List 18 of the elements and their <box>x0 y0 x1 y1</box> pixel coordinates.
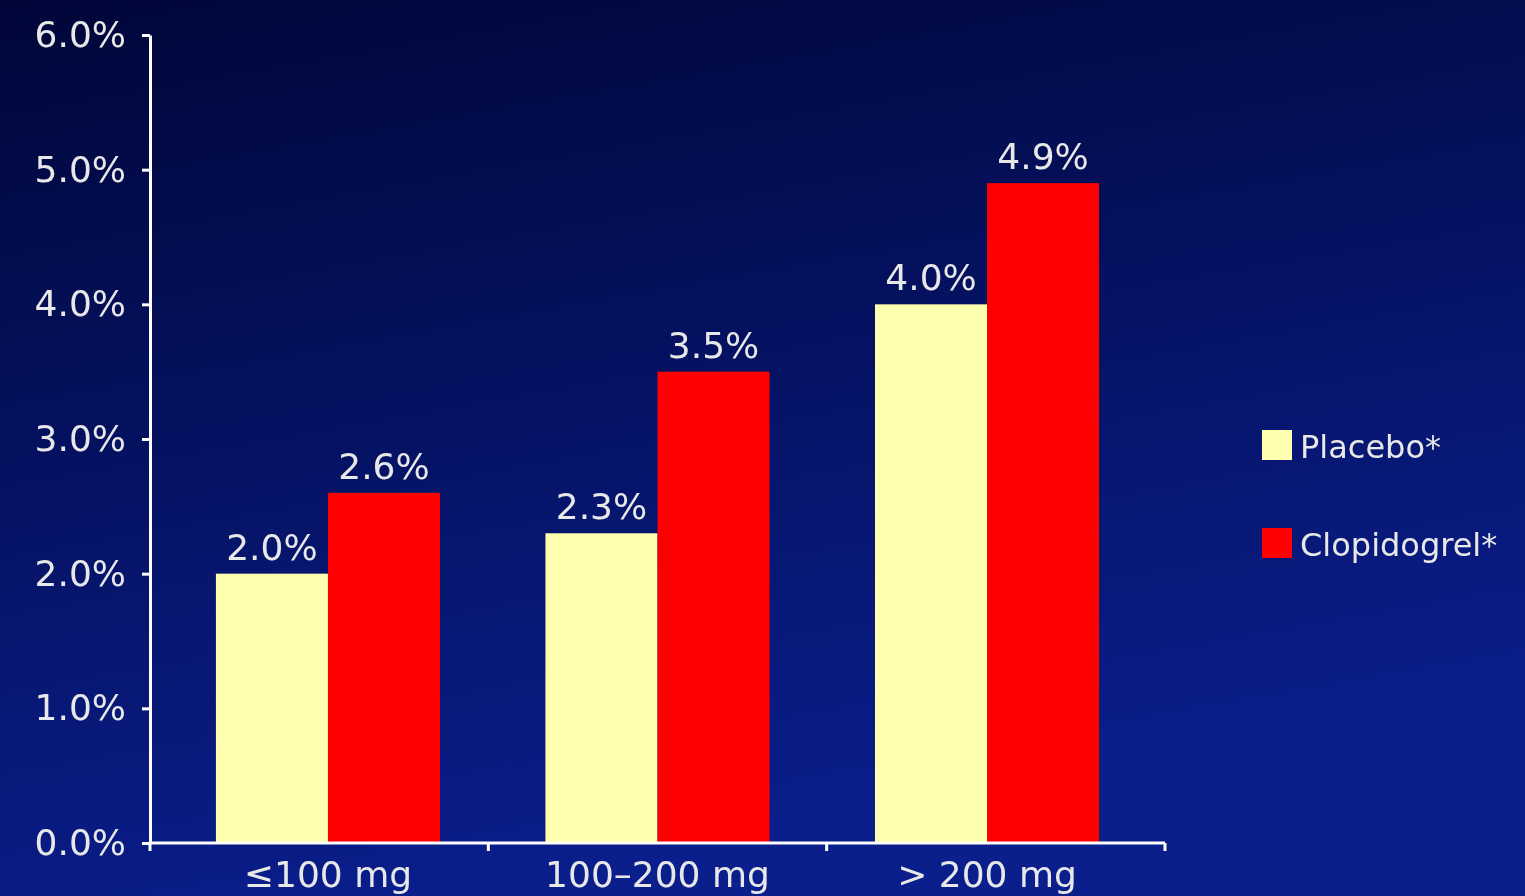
data-label: 2.3% <box>555 486 648 528</box>
legend-label: Clopidogrel* <box>1300 526 1498 564</box>
data-label: 2.6% <box>338 445 430 487</box>
x-tick-label: ≤100 mg <box>243 854 413 895</box>
y-tick-label: 0.0% <box>34 822 126 864</box>
y-tick-label: 1.0% <box>34 687 126 729</box>
y-tick-label: 6.0% <box>34 14 126 56</box>
x-tick-label: > 200 mg <box>897 854 1077 895</box>
y-tick-label: 3.0% <box>34 418 126 460</box>
y-tick-label: 2.0% <box>34 552 126 594</box>
data-label: 4.9% <box>997 136 1089 178</box>
data-label: 4.0% <box>885 257 977 299</box>
data-label: 2.0% <box>226 526 318 568</box>
data-label: 3.5% <box>667 324 760 366</box>
legend-label: Placebo* <box>1300 428 1441 466</box>
y-tick-label: 5.0% <box>34 148 126 190</box>
x-tick-label: 100–200 mg <box>545 854 770 895</box>
y-tick-label: 4.0% <box>34 283 126 325</box>
